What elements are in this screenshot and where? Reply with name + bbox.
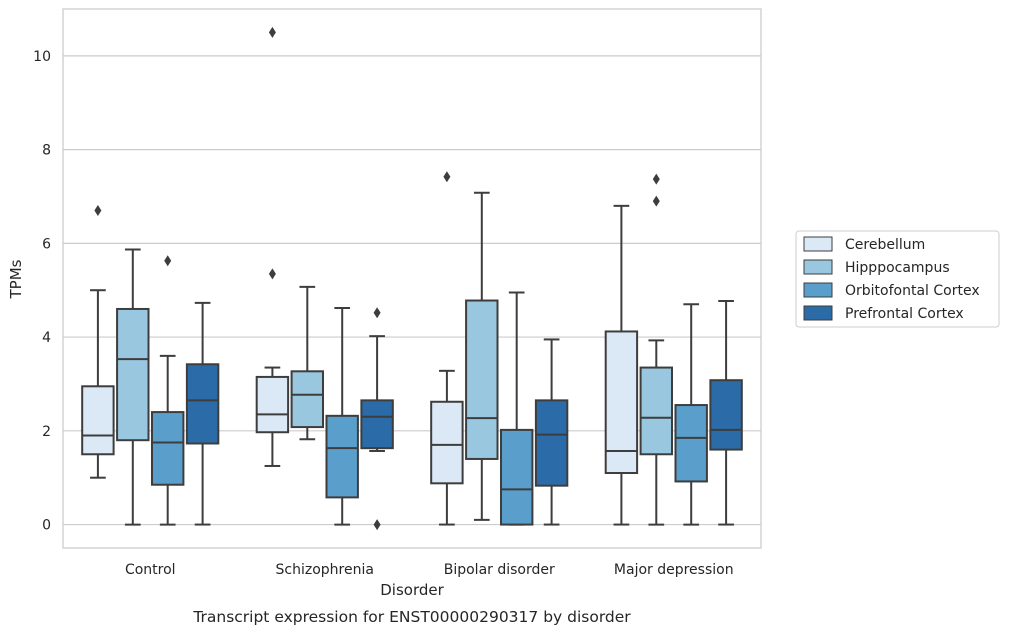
box-body xyxy=(534,399,569,487)
y-tick-label: 2 xyxy=(42,424,51,440)
x-axis-label: Disorder xyxy=(380,581,444,599)
box-body xyxy=(465,299,499,460)
boxplot xyxy=(255,26,290,467)
boxplot xyxy=(709,299,743,526)
boxplot xyxy=(604,204,639,526)
boxplot xyxy=(534,338,569,526)
legend-swatch xyxy=(803,282,833,298)
box-body xyxy=(499,428,534,526)
boxplot xyxy=(639,173,674,526)
x-tick-labels: Control Schizophrenia Bipolar disorder Majo… xyxy=(125,562,734,578)
y-tick-label: 4 xyxy=(42,330,51,346)
box-body xyxy=(255,375,290,434)
boxplot xyxy=(81,205,115,479)
outlier-point xyxy=(94,205,102,217)
box-body xyxy=(430,400,464,485)
y-tick-label: 6 xyxy=(42,236,51,252)
outlier-point xyxy=(268,26,276,38)
legend-swatch xyxy=(803,259,833,275)
y-axis-label: TPMs xyxy=(7,259,25,299)
legend-swatch xyxy=(803,305,833,321)
outlier-point xyxy=(652,173,660,185)
legend-swatch xyxy=(803,236,833,252)
outlier-point xyxy=(373,519,381,531)
box-body xyxy=(81,385,115,456)
x-tick-label: Control xyxy=(125,562,176,578)
box-layer xyxy=(81,26,743,531)
boxplot xyxy=(499,291,534,526)
y-tick-label: 10 xyxy=(33,49,51,65)
outlier-point xyxy=(164,255,172,267)
box-body xyxy=(709,379,743,451)
box-body xyxy=(360,399,394,450)
y-tick-label: 8 xyxy=(42,143,51,159)
box-body xyxy=(116,307,150,442)
chart-title: Transcript expression for ENST0000029031… xyxy=(192,608,631,626)
legend-frame xyxy=(795,230,1000,328)
outlier-point xyxy=(652,195,660,207)
boxplot xyxy=(290,285,325,441)
boxplot xyxy=(465,191,499,521)
box-body xyxy=(639,366,674,456)
boxplot xyxy=(430,171,464,526)
legend-label: Hipppocampus xyxy=(845,260,950,276)
legend-label: Cerebellum xyxy=(845,237,925,253)
boxplot xyxy=(116,248,150,526)
boxplot xyxy=(150,255,185,526)
legend-label: Orbitofontal Cortex xyxy=(845,283,980,299)
box-body xyxy=(604,330,639,475)
box-body xyxy=(185,363,220,445)
plot-frame xyxy=(62,8,762,549)
x-tick-label: Bipolar disorder xyxy=(444,562,555,578)
legend-label: Prefrontal Cortex xyxy=(845,306,964,322)
boxplot xyxy=(674,303,708,526)
x-tick-label: Major depression xyxy=(614,562,734,578)
legend-items: Cerebellum Hipppocampus Orbitofontal Corte… xyxy=(803,236,980,322)
outlier-point xyxy=(268,268,276,280)
boxplot xyxy=(360,307,394,531)
boxplot xyxy=(325,307,359,526)
outlier-point xyxy=(443,171,451,183)
legend: Cerebellum Hipppocampus Orbitofontal Corte… xyxy=(795,230,1000,328)
box-body xyxy=(325,414,359,499)
box-body xyxy=(674,404,708,483)
x-tick-label: Schizophrenia xyxy=(276,562,374,578)
box-body xyxy=(150,411,185,486)
y-tick-label: 0 xyxy=(42,518,51,534)
box-body xyxy=(290,370,325,429)
outlier-point xyxy=(373,307,381,319)
boxplot xyxy=(185,301,220,526)
y-tick-labels: 0 2 4 6 8 10 xyxy=(33,49,51,534)
